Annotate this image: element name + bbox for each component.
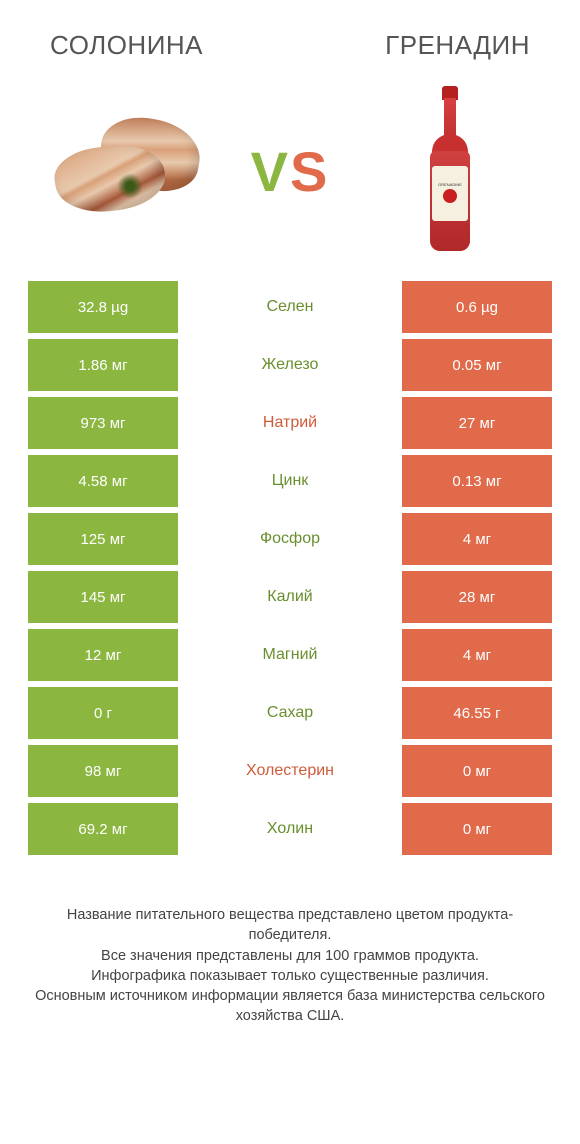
vs-label: VS xyxy=(251,139,330,204)
table-left-value: 69.2 мг xyxy=(28,803,178,855)
table-left-value: 0 г xyxy=(28,687,178,739)
right-product-image: GRENADINE xyxy=(360,96,540,246)
footer-line: Инфографика показывает только существенн… xyxy=(30,966,550,986)
table-left-value: 973 мг xyxy=(28,397,178,449)
table-left-value: 145 мг xyxy=(28,571,178,623)
bottle-icon: GRENADINE xyxy=(420,86,480,256)
footer-line: Название питательного вещества представл… xyxy=(30,905,550,946)
images-row: VS GRENADINE xyxy=(0,81,580,281)
table-nutrient-name: Цинк xyxy=(178,455,402,507)
table-nutrient-name: Холестерин xyxy=(178,745,402,797)
table-nutrient-name: Калий xyxy=(178,571,402,623)
table-left-value: 32.8 µg xyxy=(28,281,178,333)
left-product-title: СОЛОНИНА xyxy=(50,30,203,61)
table-nutrient-name: Натрий xyxy=(178,397,402,449)
table-right-value: 4 мг xyxy=(402,629,552,681)
vs-s: S xyxy=(290,140,329,203)
meat-icon xyxy=(45,111,215,231)
table-nutrient-name: Магний xyxy=(178,629,402,681)
table-nutrient-name: Холин xyxy=(178,803,402,855)
table-right-value: 0.13 мг xyxy=(402,455,552,507)
header: СОЛОНИНА ГРЕНАДИН xyxy=(0,0,580,81)
vs-v: V xyxy=(251,140,290,203)
table-right-value: 46.55 г xyxy=(402,687,552,739)
table-right-value: 0.6 µg xyxy=(402,281,552,333)
table-left-value: 1.86 мг xyxy=(28,339,178,391)
table-right-value: 0 мг xyxy=(402,803,552,855)
footer-notes: Название питательного вещества представл… xyxy=(0,855,580,1047)
table-right-value: 28 мг xyxy=(402,571,552,623)
table-nutrient-name: Железо xyxy=(178,339,402,391)
table-left-value: 4.58 мг xyxy=(28,455,178,507)
table-nutrient-name: Фосфор xyxy=(178,513,402,565)
footer-line: Основным источником информации является … xyxy=(30,986,550,1027)
comparison-table: 32.8 µgСелен0.6 µg 1.86 мгЖелезо0.05 мг 97… xyxy=(0,281,580,855)
table-left-value: 125 мг xyxy=(28,513,178,565)
right-product-title: ГРЕНАДИН xyxy=(385,30,530,61)
table-nutrient-name: Сахар xyxy=(178,687,402,739)
table-right-value: 4 мг xyxy=(402,513,552,565)
table-right-value: 27 мг xyxy=(402,397,552,449)
table-right-value: 0 мг xyxy=(402,745,552,797)
footer-line: Все значения представлены для 100 граммо… xyxy=(30,946,550,966)
table-left-value: 98 мг xyxy=(28,745,178,797)
left-product-image xyxy=(40,96,220,246)
table-right-value: 0.05 мг xyxy=(402,339,552,391)
table-left-value: 12 мг xyxy=(28,629,178,681)
table-nutrient-name: Селен xyxy=(178,281,402,333)
